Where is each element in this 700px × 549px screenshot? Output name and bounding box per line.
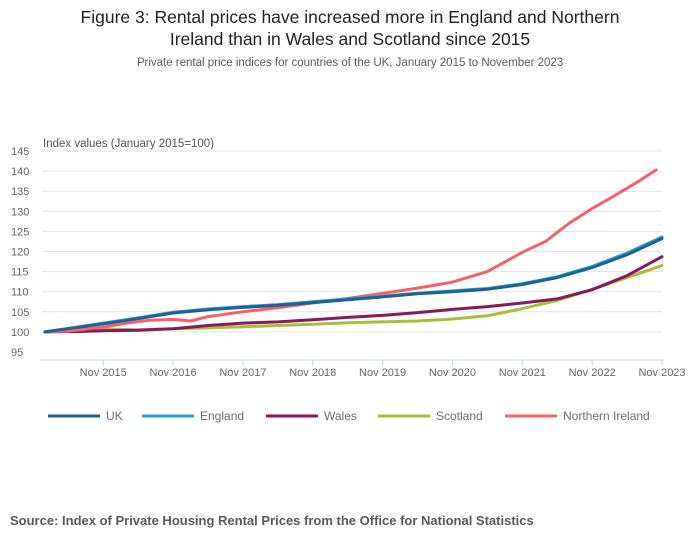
x-tick-label: Nov 2023 <box>638 367 685 379</box>
legend-label: Northern Ireland <box>563 409 650 423</box>
legend-item-northern-ireland[interactable]: Northern Ireland <box>505 409 650 423</box>
y-tick-label: 115 <box>11 267 29 279</box>
series-lines <box>43 168 664 334</box>
series-line-uk[interactable] <box>43 237 664 334</box>
x-tick-label: Nov 2016 <box>150 367 197 379</box>
legend-label: UK <box>106 409 123 423</box>
legend-item-england[interactable]: England <box>142 409 244 423</box>
y-tick-label: 105 <box>11 307 29 319</box>
series-line-wales[interactable] <box>43 255 664 334</box>
legend: UK England Wales Scotland Northern Ireland <box>48 409 650 423</box>
chart-title-line-1: Figure 3: Rental prices have increased m… <box>80 7 620 27</box>
y-axis-label: Index values (January 2015=100) <box>43 138 214 150</box>
gridlines <box>42 150 662 333</box>
legend-item-scotland[interactable]: Scotland <box>378 409 483 423</box>
y-axis-ticks: 95 100 105 110 115 120 125 130 135 140 145 <box>11 146 29 359</box>
y-tick-label: 145 <box>11 146 29 158</box>
x-axis: Nov 2015 Nov 2016 Nov 2017 Nov 2018 Nov 2019… <box>40 359 686 379</box>
chart-title-line-2: Ireland than in Wales and Scotland since… <box>169 29 531 49</box>
legend-item-uk[interactable]: UK <box>48 409 123 423</box>
y-tick-label: 100 <box>11 327 29 339</box>
x-tick-label: Nov 2015 <box>80 367 127 379</box>
legend-label: England <box>200 409 244 423</box>
chart-subtitle: Private rental price indices for countri… <box>136 57 564 69</box>
source-note: Source: Index of Private Housing Rental … <box>10 513 534 528</box>
x-tick-label: Nov 2020 <box>429 367 476 379</box>
y-tick-label: 125 <box>11 226 29 238</box>
legend-label: Scotland <box>436 409 483 423</box>
x-tick-label: Nov 2019 <box>359 367 406 379</box>
y-tick-label: 140 <box>11 166 29 178</box>
legend-label: Wales <box>324 409 357 423</box>
y-tick-label: 110 <box>11 287 29 299</box>
series-line-northern-ireland[interactable] <box>43 168 658 334</box>
legend-item-wales[interactable]: Wales <box>266 409 357 423</box>
x-tick-label: Nov 2018 <box>289 367 336 379</box>
x-tick-label: Nov 2021 <box>499 367 546 379</box>
x-tick-label: Nov 2022 <box>569 367 616 379</box>
y-tick-label: 130 <box>11 206 29 218</box>
y-tick-label: 135 <box>11 186 29 198</box>
chart-title: Figure 3: Rental prices have increased m… <box>0 6 700 50</box>
y-tick-label: 95 <box>11 347 23 359</box>
x-tick-label: Nov 2017 <box>219 367 266 379</box>
y-tick-label: 120 <box>11 247 29 259</box>
